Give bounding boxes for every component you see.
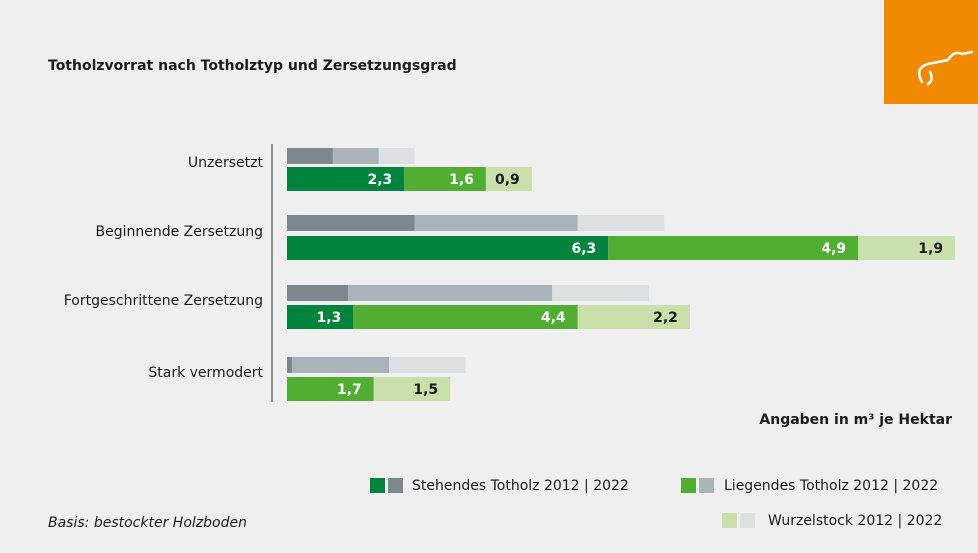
bar-2022 xyxy=(858,236,956,260)
value-label: 1,5 xyxy=(413,382,438,398)
value-label: 4,9 xyxy=(821,241,846,257)
bar-2012 xyxy=(389,357,466,373)
chart-title: Totholzvorrat nach Totholztyp und Zerset… xyxy=(48,58,457,74)
bar-2012 xyxy=(577,215,665,231)
bar-2012 xyxy=(552,285,650,301)
legend-label: Liegendes Totholz 2012 | 2022 xyxy=(724,478,938,494)
value-label: 6,3 xyxy=(571,241,596,257)
bar-2022 xyxy=(373,377,451,401)
legend-swatch xyxy=(388,478,403,493)
category-label: Unzersetzt xyxy=(188,155,264,171)
bar-2012 xyxy=(348,285,553,301)
bar-2012 xyxy=(287,215,415,231)
legend-label: Stehendes Totholz 2012 | 2022 xyxy=(412,478,629,494)
legend-swatch xyxy=(722,513,737,528)
bar-2012 xyxy=(378,148,415,164)
bar-2022 xyxy=(353,305,578,329)
legend-swatch xyxy=(740,513,755,528)
legend-swatch xyxy=(699,478,714,493)
legend-label: Wurzelstock 2012 | 2022 xyxy=(768,513,942,529)
value-label: 1,7 xyxy=(337,382,362,398)
bar-2022 xyxy=(287,236,609,260)
bar-2012 xyxy=(287,285,349,301)
logo-icon xyxy=(917,50,974,86)
bar-2022 xyxy=(404,167,486,191)
logo-box xyxy=(884,0,978,104)
legend-swatch xyxy=(370,478,385,493)
bar-2012 xyxy=(332,148,379,164)
value-label: 1,9 xyxy=(918,241,943,257)
bar-2022 xyxy=(287,167,405,191)
value-label: 4,4 xyxy=(541,310,566,326)
category-label: Beginnende Zersetzung xyxy=(95,224,263,240)
bar-2022 xyxy=(485,167,532,191)
source-note: Basis: bestockter Holzboden xyxy=(48,515,247,531)
bar-2012 xyxy=(287,357,293,373)
value-label: 1,6 xyxy=(449,172,474,188)
value-label: 2,2 xyxy=(653,310,678,326)
bar-2012 xyxy=(292,357,389,373)
category-label: Fortgeschrittene Zersetzung xyxy=(64,293,263,309)
bar-2022 xyxy=(608,236,859,260)
bar-2022 xyxy=(287,377,374,401)
bar-2012 xyxy=(287,148,333,164)
bar-2022 xyxy=(287,305,354,329)
value-label: 0,9 xyxy=(495,172,520,188)
value-label: 2,3 xyxy=(367,172,392,188)
bar-2022 xyxy=(577,305,690,329)
unit-note: Angaben in m³ je Hektar xyxy=(759,412,952,428)
category-label: Stark vermodert xyxy=(148,365,263,381)
value-label: 1,3 xyxy=(316,310,341,326)
legend-swatch xyxy=(681,478,696,493)
bar-2012 xyxy=(414,215,578,231)
